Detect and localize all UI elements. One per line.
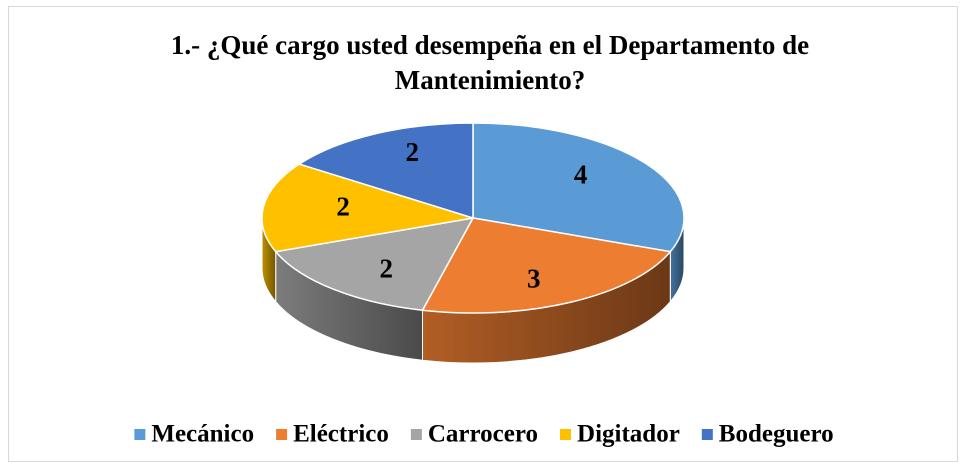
data-label: 2 xyxy=(405,137,419,167)
data-label: 3 xyxy=(527,263,541,293)
legend-label: Carrocero xyxy=(428,421,538,448)
data-label: 4 xyxy=(574,160,588,190)
data-label: 2 xyxy=(336,192,350,222)
chart-title: 1.- ¿Qué cargo usted desempeña en el Dep… xyxy=(170,30,810,95)
legend-label: Eléctrico xyxy=(293,421,389,448)
legend-label: Mecánico xyxy=(151,421,254,448)
slice xyxy=(297,122,474,220)
legend-swatch xyxy=(410,429,422,440)
legend-label: Digitador xyxy=(577,421,680,448)
legend-swatch xyxy=(701,429,713,440)
slice xyxy=(421,217,672,314)
chart-frame xyxy=(8,6,958,462)
slice xyxy=(274,216,475,312)
legend-swatch xyxy=(134,429,146,440)
legend-swatch xyxy=(276,429,288,440)
legend-label: Bodeguero xyxy=(719,421,834,448)
legend-swatch xyxy=(560,429,572,440)
slice xyxy=(472,122,685,253)
slice xyxy=(261,163,474,253)
data-label: 2 xyxy=(380,254,394,284)
